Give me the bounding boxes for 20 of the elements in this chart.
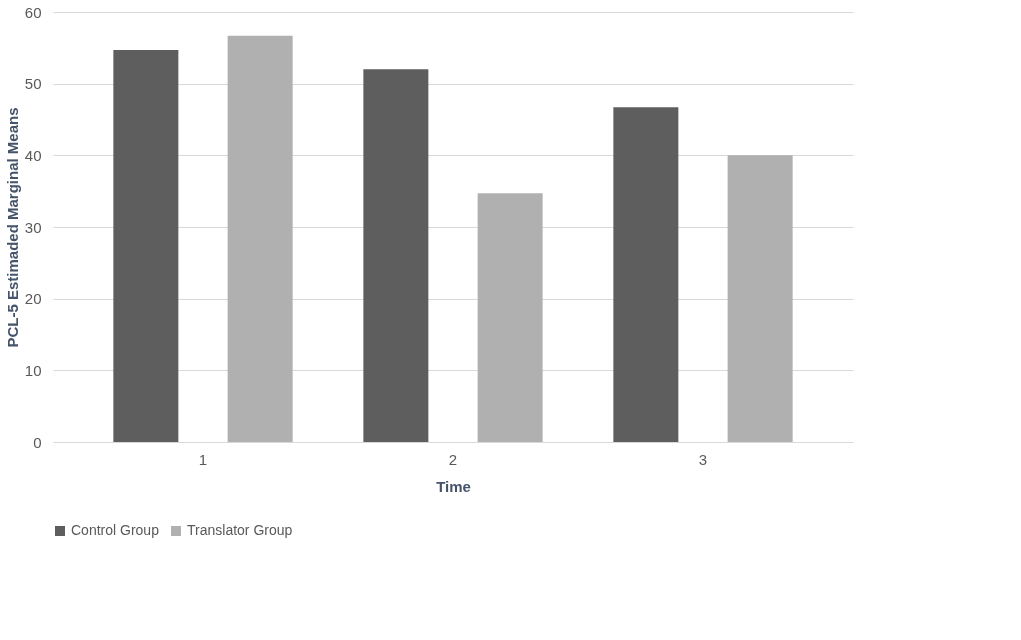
y-tick-label: 50	[24, 75, 42, 93]
bar	[613, 107, 679, 442]
y-tick-label: 20	[24, 290, 42, 308]
bar	[113, 49, 179, 442]
x-axis-title: Time	[436, 477, 471, 495]
bar	[477, 193, 543, 442]
y-tick-label: 40	[24, 146, 42, 164]
bar	[727, 155, 793, 442]
y-tick-label: 10	[24, 361, 42, 379]
y-tick-label: 60	[24, 3, 42, 21]
x-tick-label: 2	[448, 450, 458, 468]
y-tick-label: 0	[33, 433, 42, 451]
bar	[363, 69, 429, 442]
y-tick-label: 30	[24, 218, 42, 236]
y-axis-title: PCL-5 Estimaded Marginal Means	[3, 107, 21, 348]
x-tick-label: 3	[698, 450, 708, 468]
legend-label: Translator Group	[187, 522, 293, 538]
bar	[227, 35, 293, 442]
x-tick-label: 1	[198, 450, 208, 468]
legend-label: Control Group	[71, 522, 160, 538]
